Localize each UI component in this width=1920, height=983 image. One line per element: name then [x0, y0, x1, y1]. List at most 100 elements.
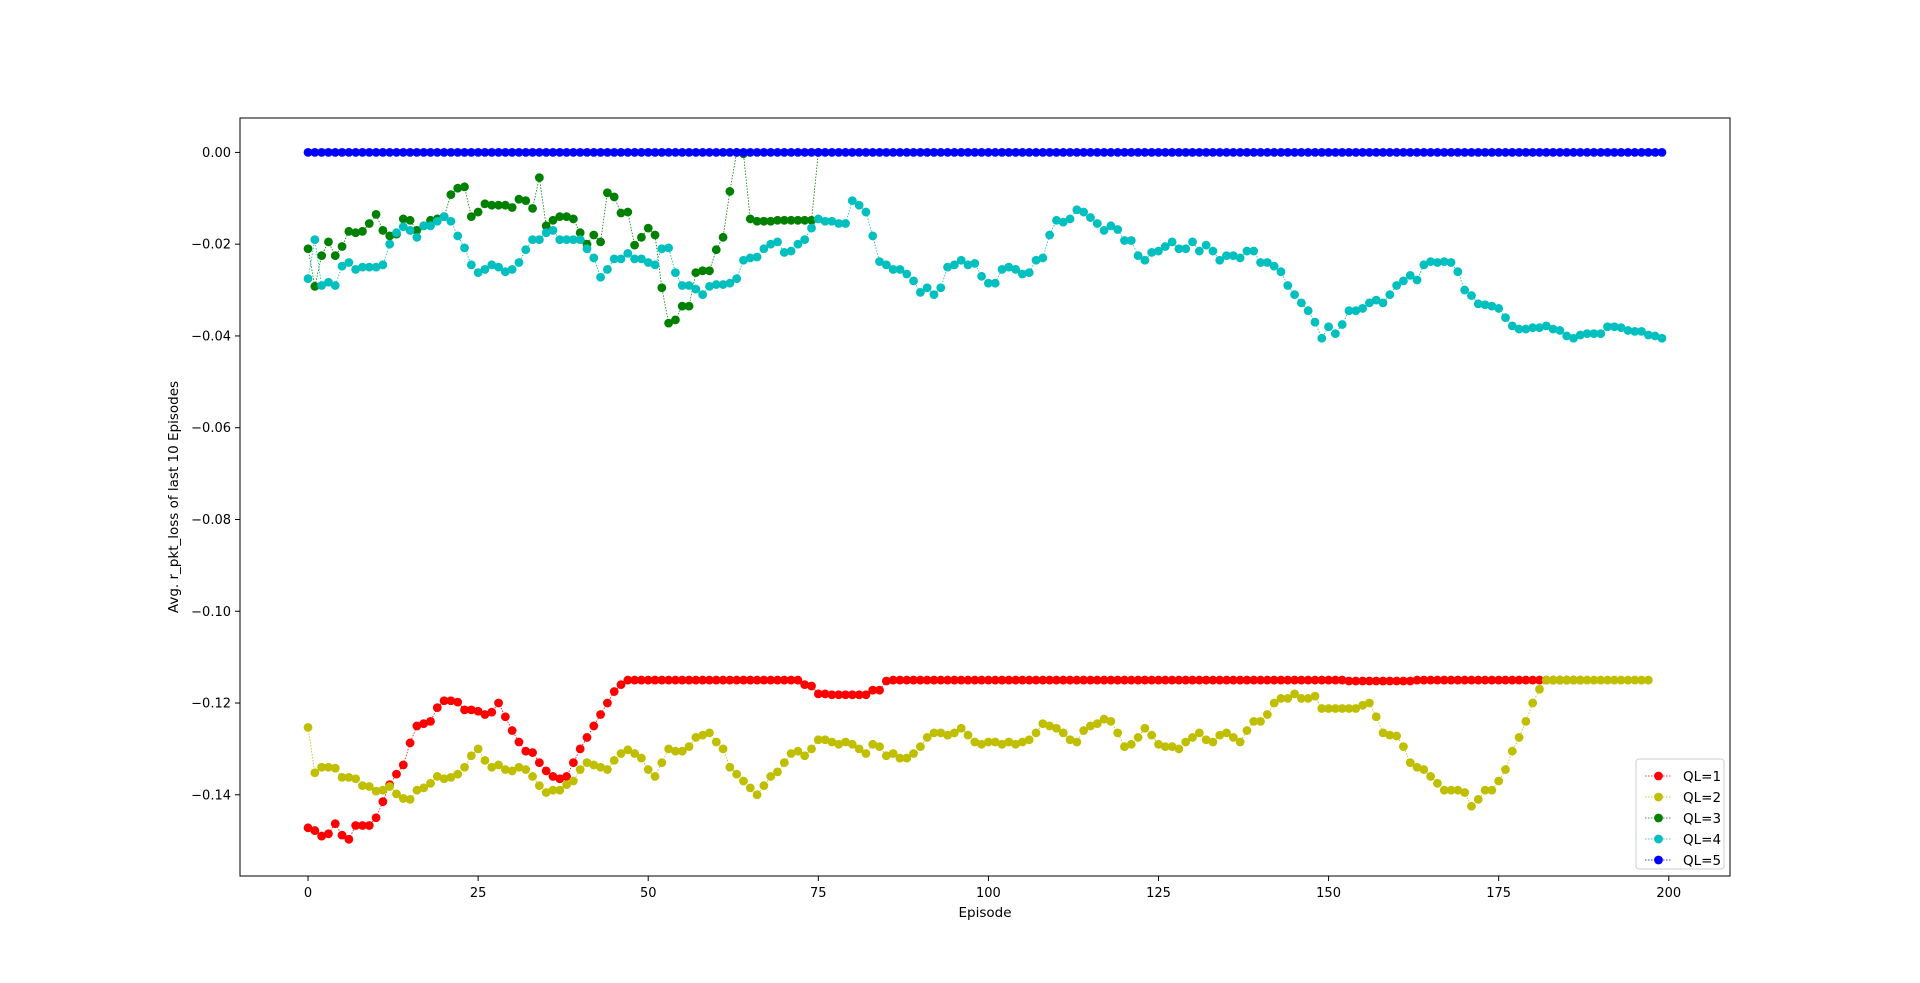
data-point — [568, 776, 578, 786]
data-point — [745, 253, 755, 263]
data-point — [984, 148, 993, 157]
data-point — [1038, 148, 1048, 157]
data-point — [555, 235, 565, 244]
data-point — [732, 274, 742, 283]
data-point — [487, 148, 497, 157]
x-tick-label: 125 — [1146, 886, 1171, 901]
data-point — [555, 148, 565, 157]
data-point — [1453, 785, 1463, 795]
data-point — [854, 690, 864, 700]
data-point — [1045, 675, 1055, 685]
data-point — [1215, 730, 1225, 740]
data-point — [1215, 255, 1225, 265]
data-point — [779, 248, 789, 257]
data-point — [691, 268, 701, 278]
data-point — [1256, 258, 1265, 267]
data-point — [1637, 326, 1646, 336]
data-point — [1126, 236, 1136, 245]
data-point — [1283, 694, 1293, 703]
data-point — [759, 675, 769, 685]
data-point — [1276, 148, 1286, 157]
data-point — [1024, 148, 1034, 157]
data-point — [677, 281, 687, 290]
data-point — [548, 226, 558, 235]
data-point — [568, 214, 578, 224]
data-point — [507, 265, 517, 274]
series-5 — [303, 148, 1667, 157]
data-point — [344, 226, 354, 236]
data-point — [1344, 148, 1354, 157]
data-point — [1024, 268, 1034, 278]
data-point — [1555, 675, 1565, 685]
data-point — [494, 262, 503, 272]
data-point — [1140, 675, 1150, 685]
data-point — [1460, 675, 1470, 685]
data-point — [1052, 215, 1061, 225]
data-point — [473, 148, 483, 157]
data-point — [1630, 675, 1640, 685]
data-point — [555, 785, 565, 795]
data-point — [766, 148, 776, 157]
data-point — [1392, 731, 1402, 741]
data-point — [1371, 148, 1381, 157]
data-point — [834, 219, 844, 228]
data-point — [1147, 730, 1157, 740]
data-point — [881, 148, 891, 157]
data-point — [528, 748, 537, 757]
data-point — [548, 785, 558, 795]
data-point — [1330, 329, 1340, 339]
data-point — [1276, 267, 1286, 277]
data-point — [1004, 737, 1014, 747]
data-point — [752, 148, 762, 157]
data-point — [1296, 675, 1306, 685]
x-axis-label: Episode — [958, 905, 1011, 921]
data-point — [943, 148, 952, 157]
data-point — [718, 675, 728, 685]
data-point — [480, 710, 490, 719]
data-point — [466, 148, 476, 157]
data-point — [528, 772, 537, 781]
data-point — [1514, 675, 1524, 685]
data-point — [759, 781, 769, 791]
data-point — [1351, 148, 1361, 157]
data-point — [1045, 148, 1055, 157]
data-point — [1188, 733, 1197, 742]
data-point — [970, 675, 980, 685]
data-point — [603, 188, 612, 198]
data-point — [725, 762, 735, 772]
data-point — [677, 148, 687, 157]
data-point — [725, 187, 735, 196]
data-point — [637, 254, 646, 264]
data-point — [1133, 251, 1143, 261]
data-point — [956, 723, 966, 733]
data-point — [582, 148, 592, 157]
data-point — [1290, 675, 1299, 685]
data-point — [1467, 148, 1476, 157]
data-point — [868, 231, 878, 241]
data-point — [984, 737, 993, 747]
data-point — [1399, 276, 1408, 286]
data-point — [1337, 320, 1347, 329]
data-point — [807, 148, 816, 157]
data-point — [1582, 329, 1592, 339]
data-point — [623, 248, 633, 258]
legend-label: QL=4 — [1683, 832, 1721, 848]
data-point — [473, 207, 483, 217]
data-point — [1086, 721, 1095, 731]
data-point — [432, 216, 442, 226]
data-point — [1535, 684, 1544, 694]
data-point — [1113, 675, 1123, 685]
data-point — [1507, 148, 1517, 157]
data-point — [541, 221, 551, 231]
data-point — [623, 207, 633, 217]
data-point — [1562, 675, 1572, 685]
data-point — [1405, 676, 1415, 686]
data-point — [1283, 148, 1293, 157]
data-point — [841, 737, 850, 747]
data-point — [439, 696, 449, 706]
data-point — [1140, 148, 1150, 157]
data-point — [1609, 148, 1619, 157]
data-point — [929, 728, 939, 738]
data-point — [432, 148, 442, 157]
data-point — [793, 215, 803, 225]
